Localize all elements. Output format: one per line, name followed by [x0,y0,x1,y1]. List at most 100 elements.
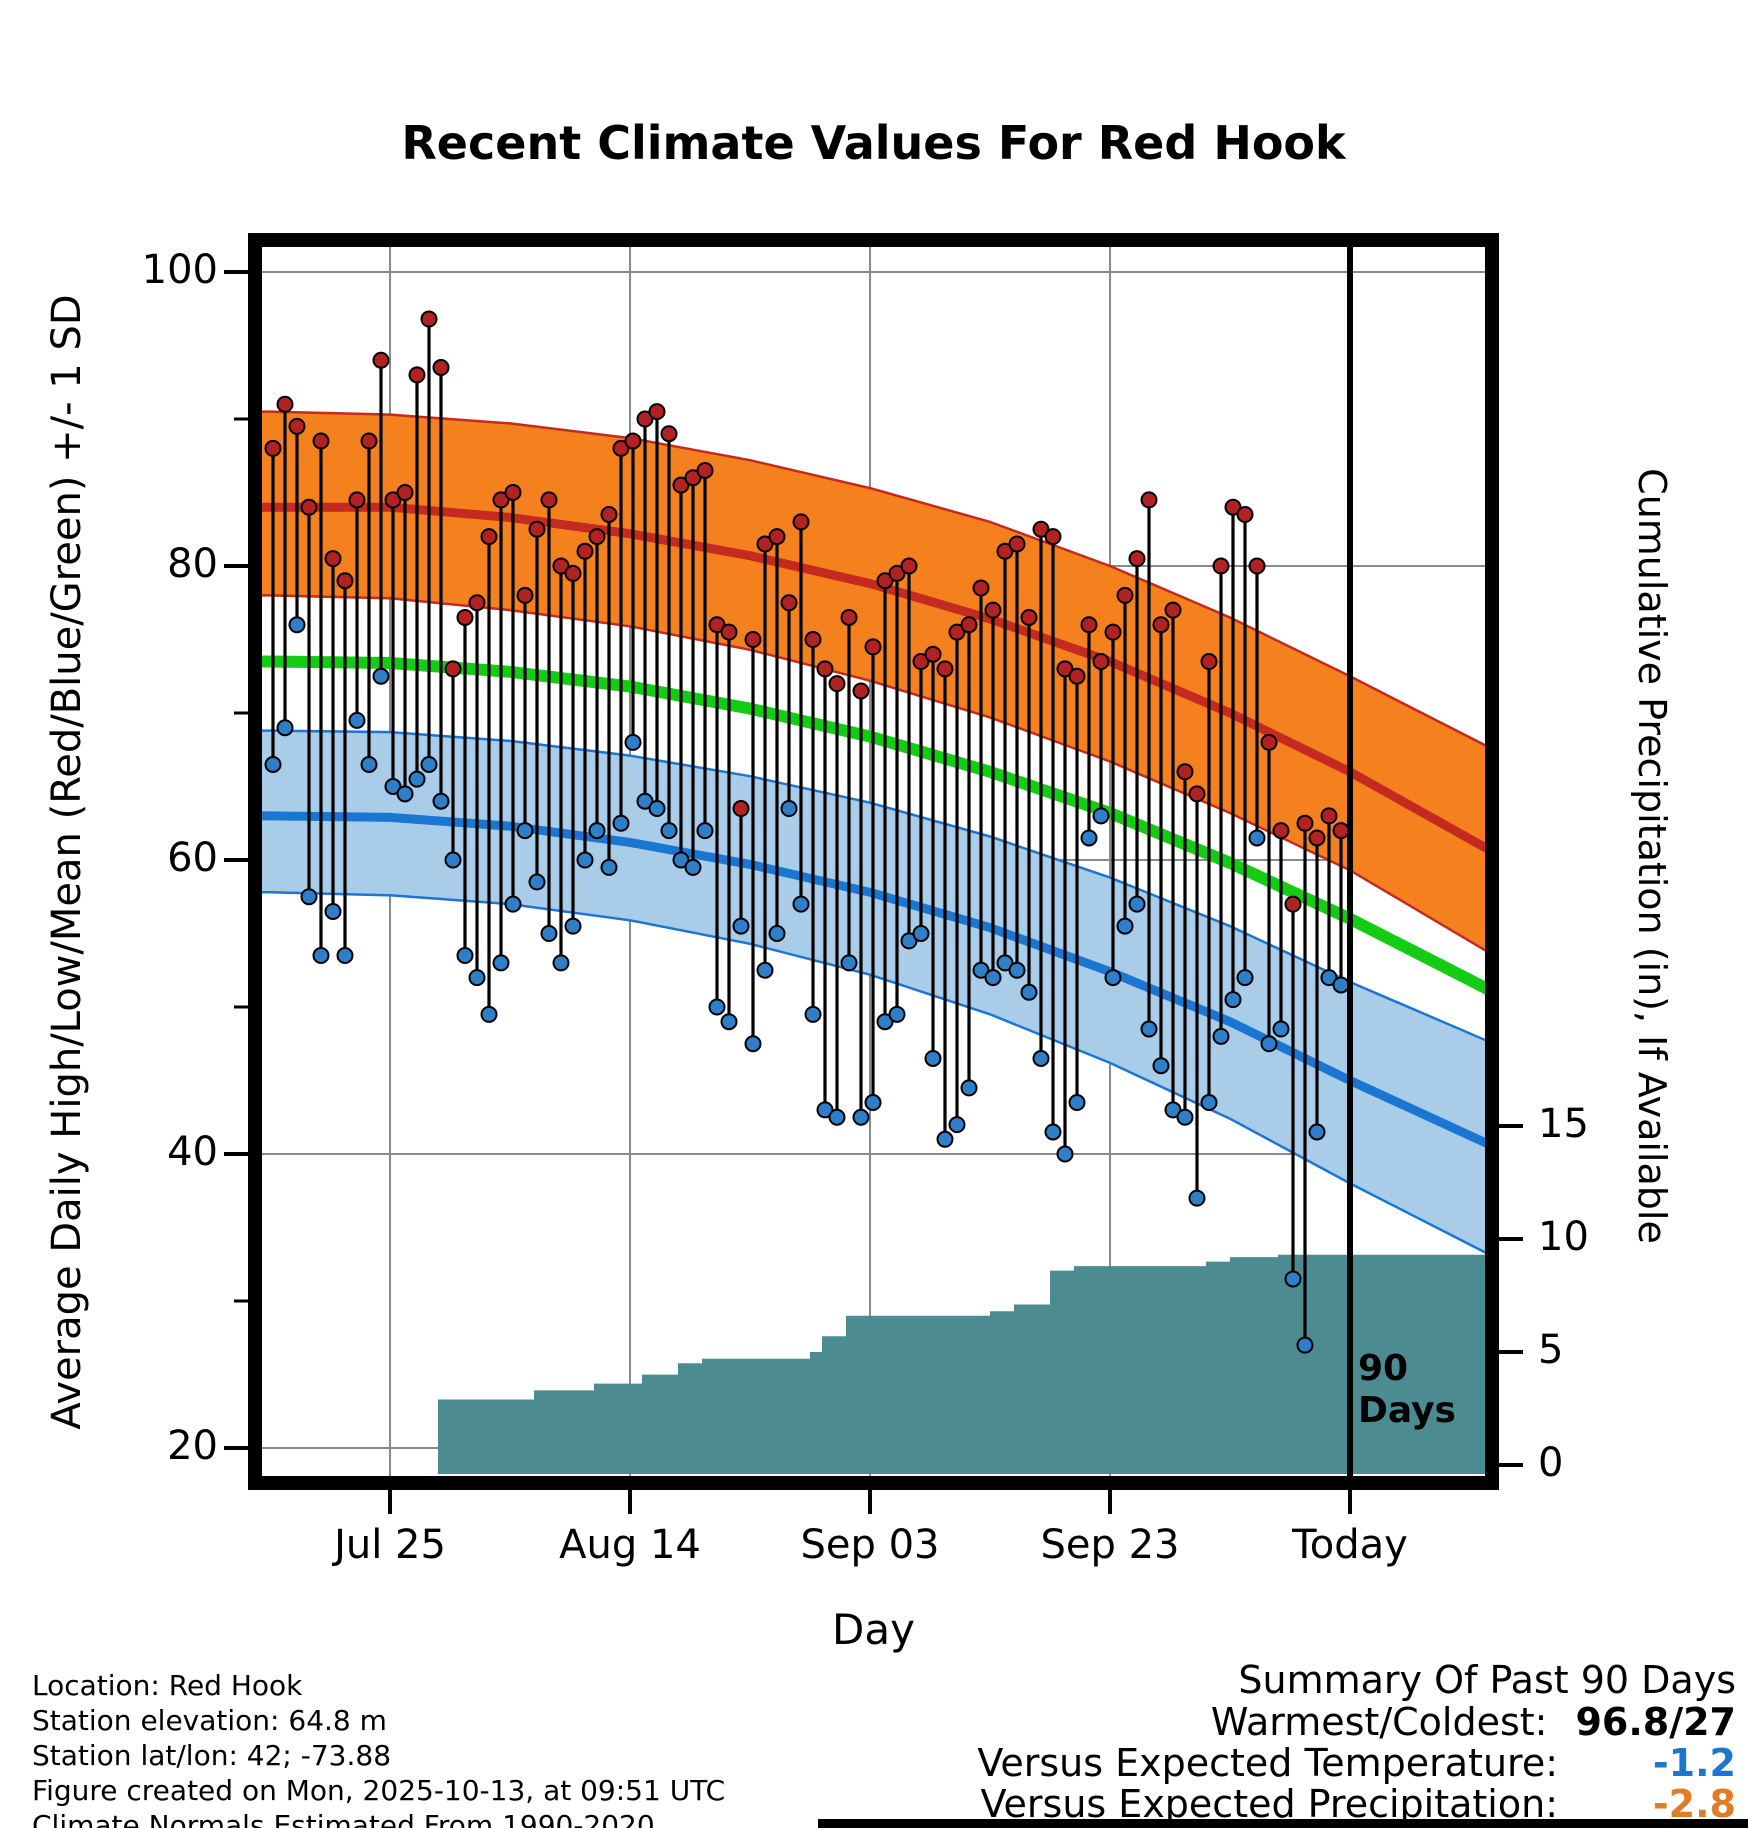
daily-high-dot [1188,785,1206,803]
daily-high-dot [324,550,342,568]
daily-high-dot [1008,535,1026,553]
footer-created: Figure created on Mon, 2025-10-13, at 09… [32,1774,726,1807]
daily-low-dot [480,1005,498,1023]
daily-low-dot [372,667,390,685]
chart-title: Recent Climate Values For Red Hook [401,116,1346,170]
daily-low-dot [1188,1189,1206,1207]
daily-high-dot [300,498,318,516]
daily-high-dot [384,491,402,509]
daily-high-dot [480,528,498,546]
y-right-tick-label: 10 [1538,1214,1589,1260]
daily-low-dot [1152,1057,1170,1075]
daily-high-dot [864,638,882,656]
daily-high-dot [1032,520,1050,538]
daily-low-dot [504,895,522,913]
daily-low-dot [1116,917,1134,935]
daily-low-dot [540,925,558,942]
daily-high-dot [588,528,606,546]
daily-low-dot [396,785,414,803]
daily-high-dot [1260,733,1278,751]
x-tick-label: Sep 23 [1040,1522,1180,1568]
daily-low-dot [1296,1336,1314,1354]
daily-low-dot [1248,829,1266,847]
daily-high-dot [816,660,834,678]
vs-temperature-value: -1.2 [1652,1741,1736,1785]
daily-high-dot [1092,653,1110,671]
daily-low-dot [624,733,642,751]
daily-high-dot [960,616,978,634]
daily-high-dot [552,557,570,575]
daily-high-dot [888,564,906,582]
daily-low-dot [1032,1049,1050,1067]
daily-low-dot [444,851,462,869]
y-left-tick-label: 40 [167,1129,218,1175]
daily-low-dot [600,858,618,876]
daily-high-dot [444,660,462,678]
y-left-tick-label: 100 [141,247,218,293]
daily-high-dot [456,608,474,626]
daily-low-dot [324,902,342,920]
daily-low-dot [648,800,666,818]
daily-low-dot [1128,895,1146,913]
daily-low-dot [840,954,858,972]
daily-high-dot [696,461,714,479]
daily-high-dot [576,542,594,560]
daily-high-dot [828,675,846,693]
daily-low-dot [1200,1094,1218,1112]
daily-low-dot [828,1108,846,1126]
daily-low-dot [924,1049,942,1067]
daily-high-dot [1116,586,1134,604]
daily-low-dot [756,961,774,979]
daily-low-dot [288,616,306,634]
footer-normals: Climate Normals Estimated From 1990-2020 [32,1809,655,1828]
y-right-tick-label: 0 [1538,1440,1564,1486]
daily-low-dot [948,1116,966,1134]
daily-low-dot [936,1130,954,1148]
daily-high-dot [972,579,990,597]
daily-low-dot [1164,1101,1182,1119]
summary-panel: Summary Of Past 90 Days Warmest/Coldest:… [977,1658,1736,1825]
daily-low-dot [1140,1020,1158,1038]
daily-low-dot [900,932,918,950]
daily-low-dot [408,770,426,788]
daily-low-dot [1092,807,1110,825]
daily-high-dot [1332,822,1350,840]
daily-high-dot [624,432,642,450]
daily-high-dot [312,432,330,450]
daily-high-dot [516,586,534,604]
daily-high-dot [660,425,678,443]
summary-label: Warmest/Coldest: [1210,1700,1548,1744]
daily-low-dot [1284,1270,1302,1288]
daily-low-dot [984,969,1002,987]
daily-high-dot [924,645,942,663]
daily-high-dot [1272,822,1290,840]
daily-low-dot [348,711,366,729]
daily-low-dot [768,925,786,942]
y-right-tick-label: 5 [1538,1327,1564,1373]
daily-high-dot [1176,763,1194,781]
daily-high-dot [1248,557,1266,575]
y-left-tick-label: 80 [167,541,218,587]
daily-high-dot [288,417,306,435]
daily-high-dot [636,410,654,428]
daily-low-dot [708,998,726,1016]
daily-low-dot [492,954,510,972]
daily-low-dot [1056,1145,1074,1163]
daily-high-dot [792,513,810,531]
daily-low-dot [1068,1094,1086,1112]
daily-high-dot [504,484,522,501]
daily-low-dot [960,1079,978,1097]
daily-high-dot [876,572,894,590]
daily-high-dot [432,359,450,377]
daily-low-dot [720,1013,738,1031]
daily-high-dot [900,557,918,575]
daily-low-dot [972,961,990,979]
daily-low-dot [912,925,930,942]
daily-high-dot [1224,498,1242,516]
daily-low-dot [660,822,678,840]
warmest-coldest-value: 96.8/27 [1575,1700,1736,1744]
y-left-tick-label: 60 [167,835,218,881]
summary-label: Versus Expected Temperature: [977,1741,1558,1785]
summary-row-warmest-coldest: Warmest/Coldest: 96.8/27 [977,1702,1736,1743]
